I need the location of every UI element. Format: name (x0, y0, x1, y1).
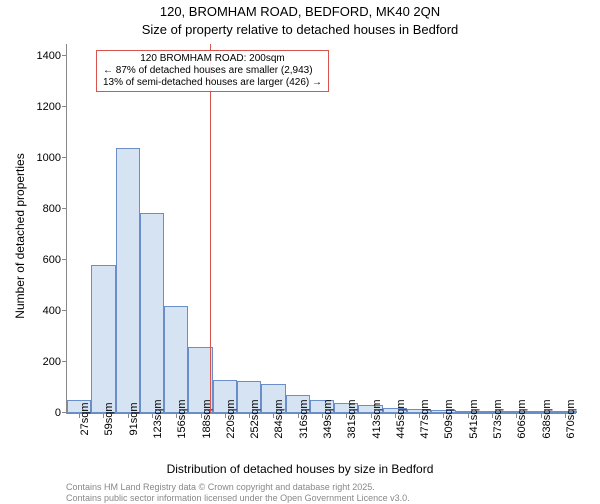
x-tick-label: 477sqm (419, 399, 431, 438)
histogram-bar (116, 148, 140, 413)
x-tick-mark (128, 413, 129, 418)
y-tick-mark (62, 55, 67, 56)
x-tick-label: 349sqm (322, 399, 334, 438)
y-tick-mark (62, 208, 67, 209)
x-tick-label: 509sqm (443, 399, 455, 438)
x-tick-mark (468, 413, 469, 418)
x-tick-label: 316sqm (298, 399, 310, 438)
x-tick-mark (201, 413, 202, 418)
x-tick-mark (516, 413, 517, 418)
annotation-line: ← 87% of detached houses are smaller (2,… (103, 65, 322, 77)
x-tick-mark (176, 413, 177, 418)
y-tick-mark (62, 361, 67, 362)
y-tick-mark (62, 259, 67, 260)
footer-line: Contains HM Land Registry data © Crown c… (66, 482, 410, 493)
chart-title-line2: Size of property relative to detached ho… (0, 22, 600, 37)
property-marker-line (210, 44, 211, 413)
x-tick-mark (79, 413, 80, 418)
x-tick-mark (225, 413, 226, 418)
x-tick-label: 381sqm (346, 399, 358, 438)
footer-text: Contains HM Land Registry data © Crown c… (66, 482, 410, 504)
x-tick-mark (492, 413, 493, 418)
x-tick-mark (103, 413, 104, 418)
x-tick-label: 91sqm (128, 402, 140, 435)
y-tick-mark (62, 106, 67, 107)
x-tick-mark (152, 413, 153, 418)
y-axis-label: Number of detached properties (13, 136, 27, 336)
y-tick-label: 800 (27, 203, 67, 215)
annotation-box: 120 BROMHAM ROAD: 200sqm← 87% of detache… (96, 50, 329, 92)
x-tick-label: 541sqm (468, 399, 480, 438)
x-tick-label: 252sqm (249, 399, 261, 438)
x-tick-label: 573sqm (492, 399, 504, 438)
x-tick-label: 638sqm (541, 399, 553, 438)
y-tick-label: 1400 (27, 50, 67, 62)
x-tick-label: 220sqm (225, 399, 237, 438)
plot-area: 020040060080010001200140027sqm59sqm91sqm… (66, 44, 576, 414)
y-tick-label: 1000 (27, 152, 67, 164)
x-tick-mark (249, 413, 250, 418)
y-tick-label: 600 (27, 254, 67, 266)
histogram-bar (91, 265, 115, 413)
x-tick-mark (419, 413, 420, 418)
x-tick-mark (541, 413, 542, 418)
y-tick-label: 1200 (27, 101, 67, 113)
x-tick-label: 156sqm (176, 399, 188, 438)
x-tick-label: 27sqm (79, 402, 91, 435)
x-tick-label: 284sqm (273, 399, 285, 438)
x-tick-mark (395, 413, 396, 418)
x-tick-label: 445sqm (395, 399, 407, 438)
footer-line: Contains public sector information licen… (66, 493, 410, 504)
x-tick-mark (371, 413, 372, 418)
x-tick-mark (443, 413, 444, 418)
y-tick-label: 200 (27, 356, 67, 368)
annotation-line: 120 BROMHAM ROAD: 200sqm (103, 53, 322, 65)
x-tick-mark (346, 413, 347, 418)
x-tick-label: 606sqm (516, 399, 528, 438)
x-tick-label: 670sqm (565, 399, 577, 438)
x-tick-mark (322, 413, 323, 418)
x-tick-mark (565, 413, 566, 418)
histogram-bar (140, 213, 164, 413)
y-tick-label: 0 (27, 407, 67, 419)
y-tick-mark (62, 157, 67, 158)
x-tick-label: 123sqm (152, 399, 164, 438)
x-tick-label: 59sqm (103, 402, 115, 435)
histogram-bar (164, 306, 188, 413)
chart-title-line1: 120, BROMHAM ROAD, BEDFORD, MK40 2QN (0, 4, 600, 19)
x-axis-label: Distribution of detached houses by size … (0, 462, 600, 476)
y-tick-mark (62, 310, 67, 311)
x-tick-mark (273, 413, 274, 418)
y-tick-label: 400 (27, 305, 67, 317)
x-tick-label: 413sqm (371, 399, 383, 438)
annotation-line: 13% of semi-detached houses are larger (… (103, 77, 322, 89)
x-tick-mark (298, 413, 299, 418)
